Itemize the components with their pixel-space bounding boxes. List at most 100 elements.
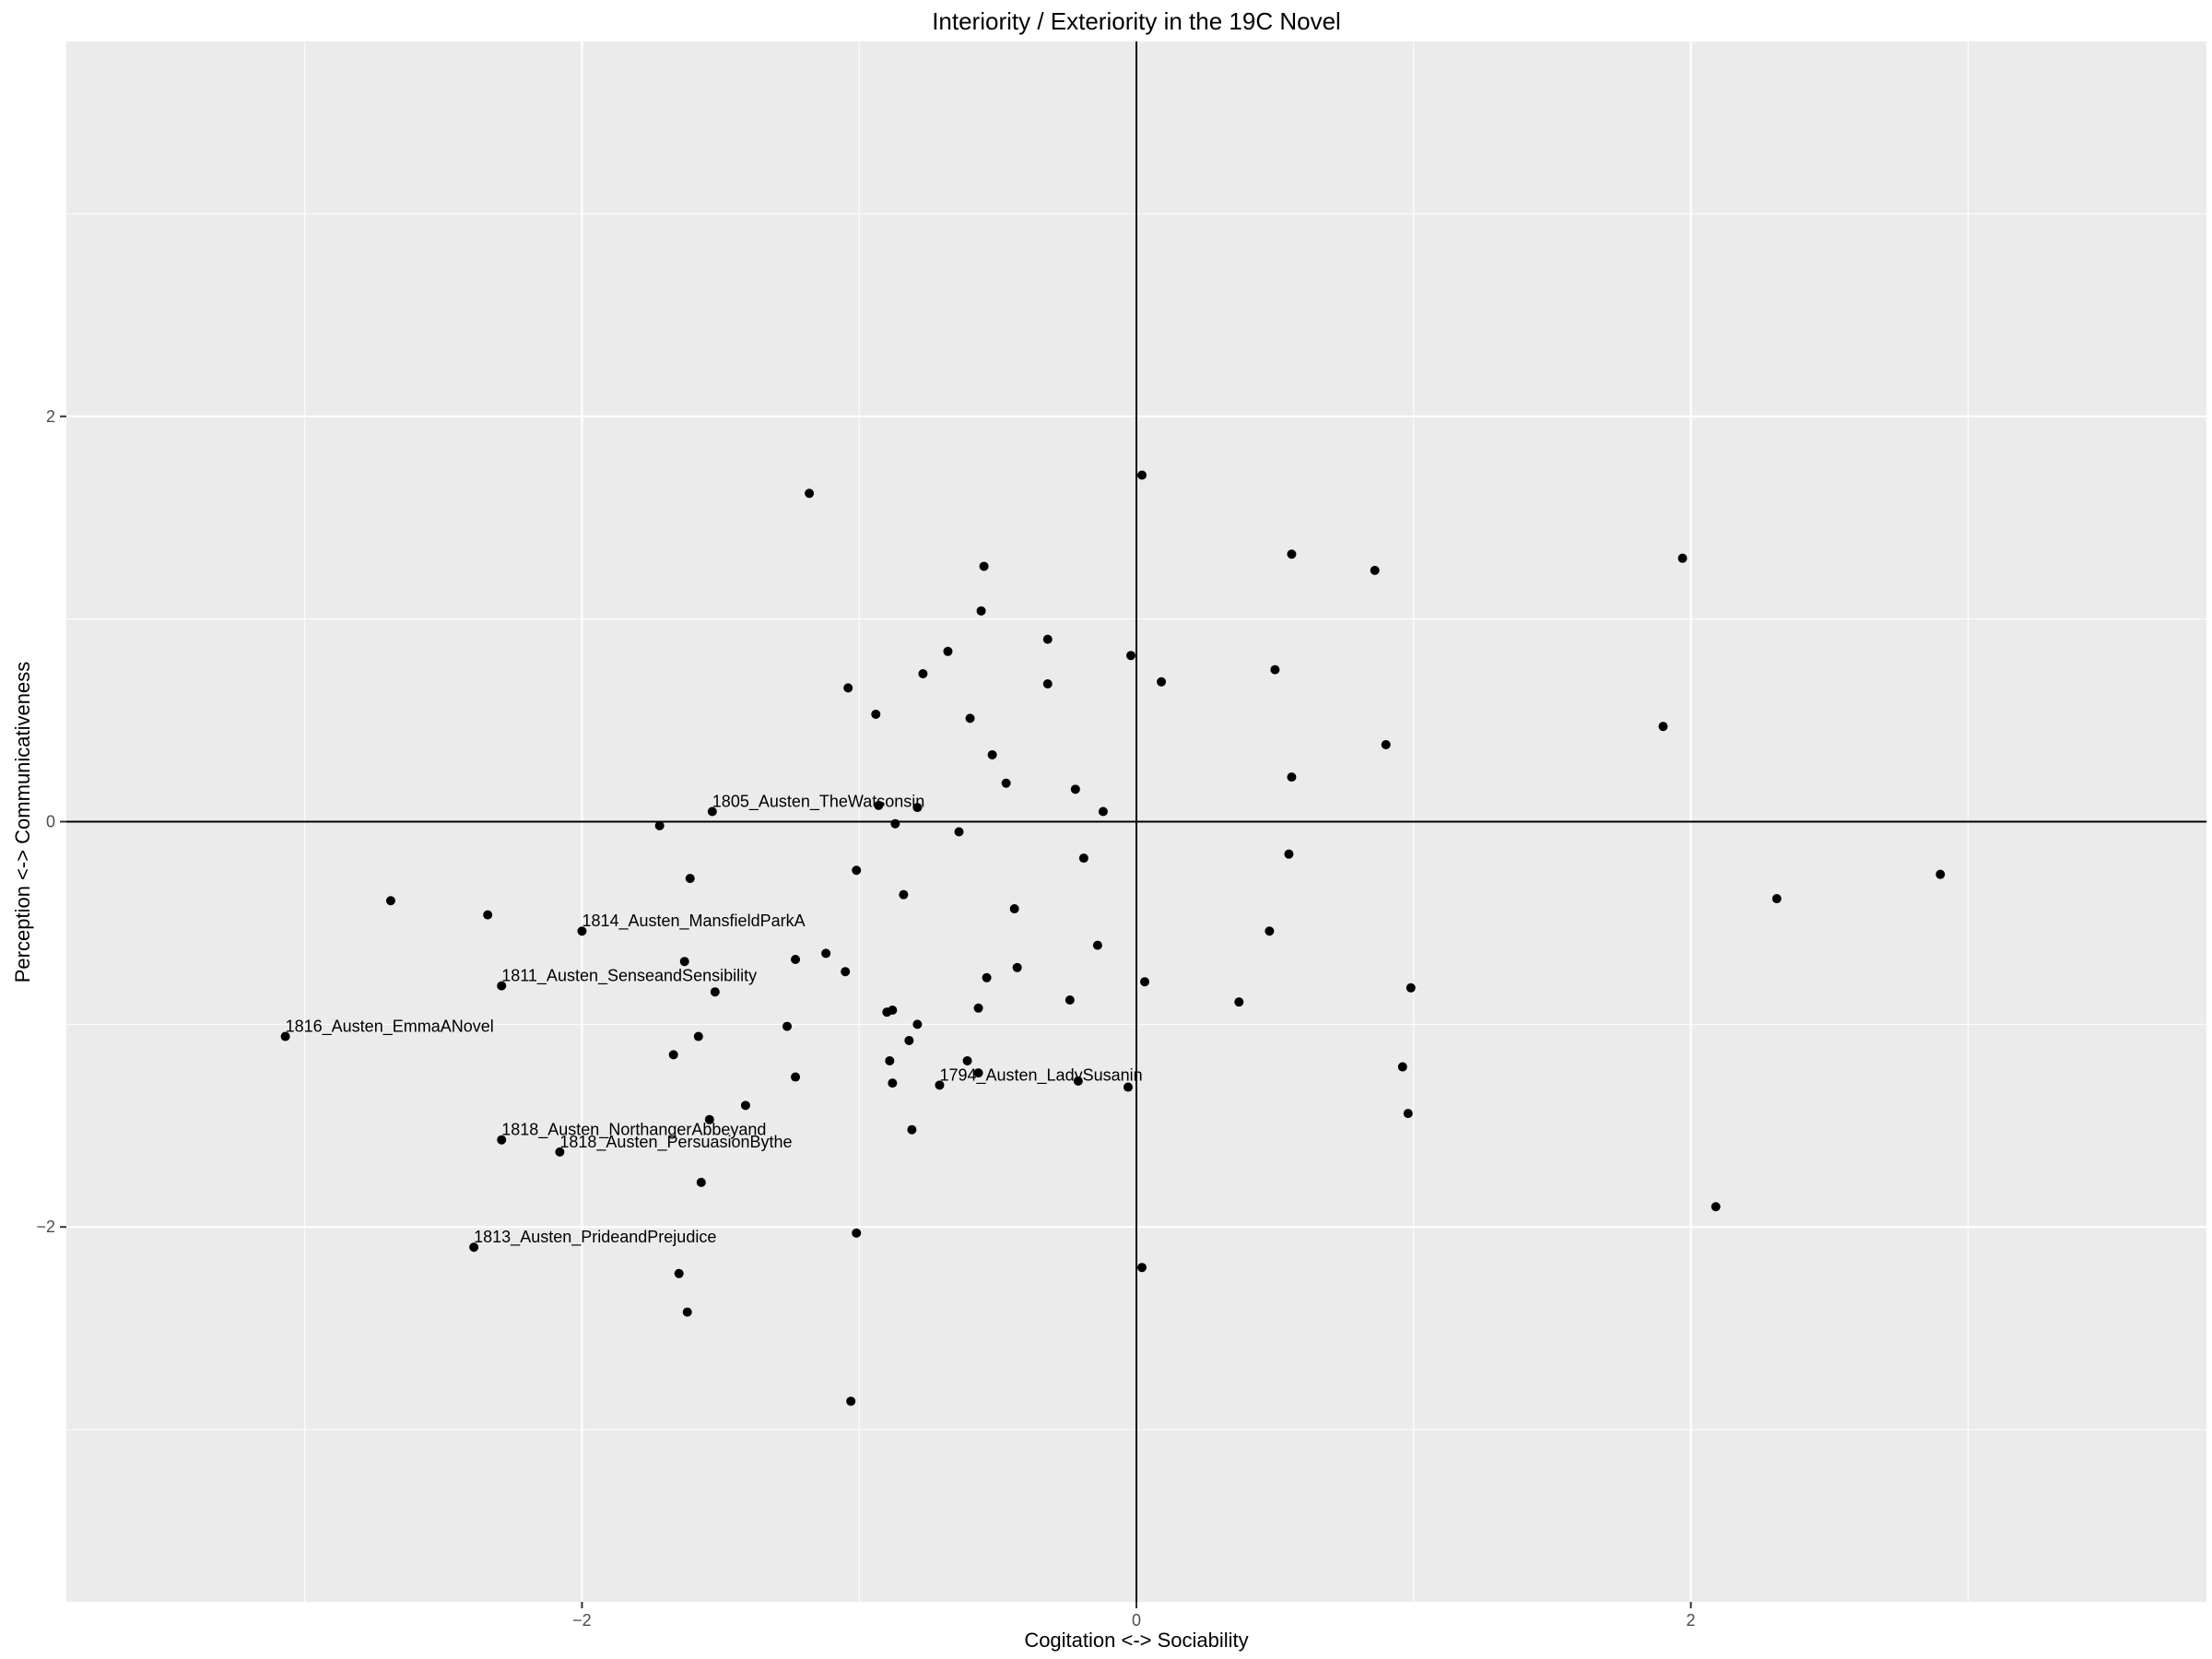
data-point <box>1381 739 1391 749</box>
data-point <box>973 1003 983 1013</box>
point-label: 1805_Austen_TheWatsonsin <box>712 793 924 812</box>
data-point <box>907 1124 917 1135</box>
data-point <box>1137 1263 1147 1273</box>
labeled-data-point <box>555 1147 565 1157</box>
data-point <box>1098 806 1108 817</box>
data-point <box>1065 994 1075 1005</box>
data-point <box>1677 553 1688 563</box>
data-point <box>912 1019 923 1030</box>
data-point <box>1070 784 1080 794</box>
data-point <box>1125 651 1135 661</box>
data-point <box>899 889 909 900</box>
data-point <box>888 1005 898 1015</box>
data-point <box>821 948 831 959</box>
data-point <box>846 1396 856 1406</box>
data-point <box>1658 722 1668 732</box>
data-point <box>904 1035 914 1045</box>
labeled-data-point <box>497 1135 507 1145</box>
data-point <box>682 1307 692 1317</box>
point-label: 1794_Austen_LadySusanin <box>939 1065 1142 1085</box>
data-point <box>1073 1076 1083 1086</box>
data-point <box>874 800 884 810</box>
labeled-data-point <box>469 1242 479 1253</box>
data-point <box>987 749 997 759</box>
labeled-data-point <box>935 1080 945 1090</box>
data-point <box>1137 470 1147 480</box>
data-point <box>1140 977 1150 987</box>
data-point <box>1009 904 1019 914</box>
data-point <box>740 1100 750 1111</box>
y-tick-label: 2 <box>46 407 55 426</box>
data-point <box>976 606 986 616</box>
data-point <box>885 1055 895 1065</box>
data-point <box>1078 853 1088 864</box>
data-point <box>1397 1062 1407 1072</box>
axis-ticks: −2 0 2 −2 0 2 <box>36 407 1695 1630</box>
data-point <box>805 488 815 499</box>
data-point <box>1234 997 1244 1007</box>
point-label: 1813_Austen_PrideandPrejudice <box>474 1228 716 1247</box>
data-point <box>888 1078 898 1088</box>
data-point <box>668 1050 678 1060</box>
data-point <box>1406 982 1416 993</box>
data-point <box>704 1114 714 1124</box>
point-label: 1814_Austen_MansfieldParkA <box>582 912 805 931</box>
data-point <box>1157 677 1167 687</box>
data-points <box>280 470 1946 1406</box>
data-point <box>1123 1082 1133 1092</box>
data-point <box>890 818 900 829</box>
data-point <box>852 1228 862 1238</box>
data-point <box>1771 894 1782 904</box>
data-point <box>841 967 851 977</box>
y-axis-title: Perception <-> Communicativeness <box>11 662 34 983</box>
labeled-data-point <box>497 981 507 991</box>
data-point <box>1265 926 1275 936</box>
labeled-data-point <box>280 1031 290 1041</box>
data-point <box>791 1072 801 1082</box>
data-point <box>982 972 992 982</box>
data-point <box>1001 778 1011 788</box>
data-point <box>852 865 862 876</box>
y-tick-label: 0 <box>46 813 55 831</box>
labeled-data-point <box>577 926 587 936</box>
x-tick-label: −2 <box>572 1611 592 1630</box>
reference-lines <box>66 41 2206 1602</box>
data-point <box>1711 1202 1721 1212</box>
data-point <box>685 874 695 884</box>
point-label: 1818_Austen_NorthangerAbbeyand <box>501 1121 766 1140</box>
data-point <box>979 561 989 571</box>
data-point <box>1936 869 1946 879</box>
data-point <box>1284 849 1294 859</box>
data-point <box>679 957 689 967</box>
data-point <box>782 1021 793 1031</box>
y-tick-label: −2 <box>36 1218 55 1236</box>
point-label: 1816_Austen_EmmaANovel <box>286 1018 494 1037</box>
x-axis-title: Cogitation <-> Sociability <box>1024 1629 1248 1652</box>
data-point <box>483 910 493 920</box>
data-point <box>1403 1109 1413 1119</box>
data-point <box>918 668 928 678</box>
data-point <box>654 820 665 830</box>
data-point <box>973 1068 983 1078</box>
x-tick-label: 0 <box>1132 1611 1141 1630</box>
data-point <box>871 709 881 719</box>
data-point <box>1370 565 1380 575</box>
point-labels: 1805_Austen_TheWatsonsin 1814_Austen_Mans… <box>286 793 1143 1248</box>
data-point <box>912 803 923 813</box>
data-point <box>1092 940 1102 950</box>
point-label: 1818_Austen_PersuasionBythe <box>559 1133 792 1152</box>
data-point <box>674 1268 684 1278</box>
data-point <box>962 1055 972 1065</box>
data-point <box>1042 678 1053 688</box>
data-point <box>791 955 801 965</box>
data-point <box>954 827 964 837</box>
chart-title: Interiority / Exteriority in the 19C Nov… <box>932 7 1341 35</box>
data-point <box>1287 549 1297 559</box>
data-point <box>385 896 395 906</box>
data-point <box>943 646 953 656</box>
data-point <box>696 1177 706 1187</box>
data-point <box>965 713 975 724</box>
data-point <box>710 987 720 997</box>
data-point <box>693 1031 703 1041</box>
